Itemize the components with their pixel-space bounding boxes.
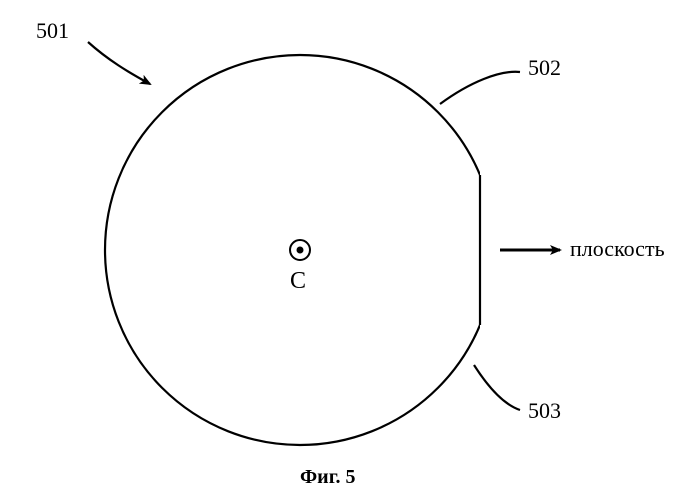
label-plane: плоскость — [570, 236, 665, 262]
leader-502 — [440, 72, 520, 104]
figure-5: 501 502 503 C плоскость Фиг. 5 — [0, 0, 684, 500]
label-501: 501 — [36, 18, 69, 44]
arrow-501 — [88, 42, 150, 84]
label-503: 503 — [528, 398, 561, 424]
label-C: C — [290, 268, 306, 295]
label-502: 502 — [528, 55, 561, 81]
leader-503 — [474, 365, 520, 410]
figure-caption: Фиг. 5 — [300, 466, 356, 489]
